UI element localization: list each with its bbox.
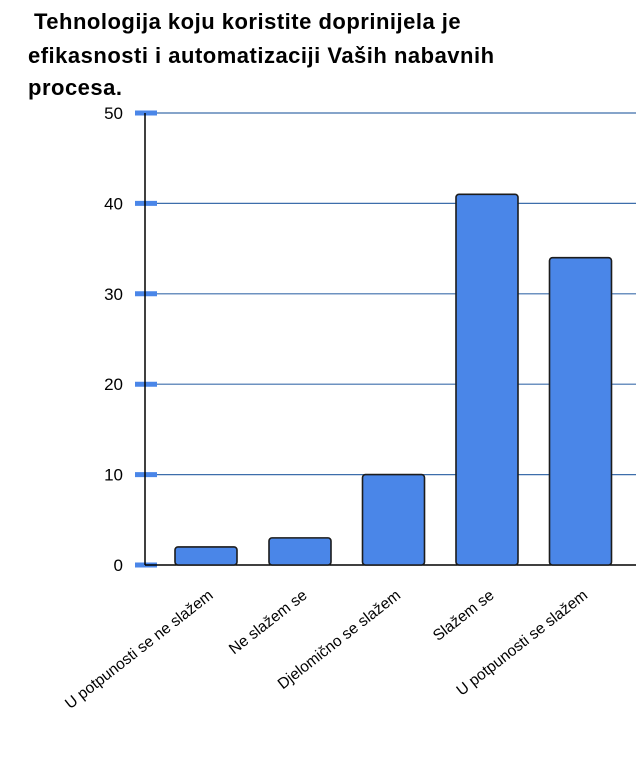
y-tick-label-20: 20: [104, 375, 123, 394]
y-tick-label-40: 40: [104, 194, 123, 213]
bar-2: [268, 537, 332, 566]
y-tick-label-30: 30: [104, 285, 123, 304]
bar-4: [455, 193, 519, 566]
x-axis-category-labels: U potpunosti se ne slažem Ne slažem seDje…: [62, 587, 591, 713]
y-axis-tick-marks: [135, 110, 157, 568]
chart-title-line-1: Tehnologija koju koristite doprinijela j…: [34, 9, 461, 34]
y-tick-label-10: 10: [104, 466, 123, 485]
chart-title: Tehnologija koju koristite doprinijela j…: [28, 9, 495, 100]
x-category-label-2: Ne slažem se: [226, 587, 310, 658]
x-category-label-1: U potpunosti se ne slažem: [62, 587, 216, 713]
y-axis-tick-labels: 0 10 20 30 40 50: [104, 104, 123, 575]
y-tick-label-0: 0: [114, 556, 123, 575]
bar-1: [174, 546, 238, 566]
chart-title-line-3: procesa.: [28, 75, 123, 100]
chart-title-line-2: efikasnosti i automatizaciji Vaših nabav…: [28, 43, 495, 68]
x-category-label-4: Slažem se: [430, 587, 497, 645]
bars: [174, 193, 613, 566]
bar-5: [548, 256, 613, 566]
bar-3: [361, 473, 426, 566]
y-tick-label-50: 50: [104, 104, 123, 123]
